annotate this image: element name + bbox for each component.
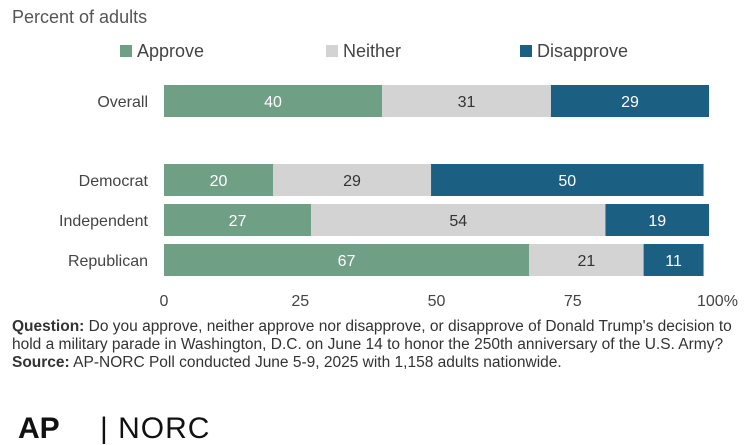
category-label-democrat: Democrat [79,173,149,190]
data-label-independent-approve: 27 [229,213,247,230]
x-tick-label: 0 [160,293,169,310]
chart-legend: Approve Neither Disapprove [120,41,628,61]
bar-area: 40 31 29 20 29 50 27 54 19 67 21 11 [164,85,709,276]
bar-overall-neither [382,85,551,117]
category-label-republican: Republican [68,253,148,270]
category-labels: Overall Democrat Independent Republican [59,94,149,270]
norc-logo: | NORC [100,412,211,445]
x-tick-label: 50 [428,293,446,310]
data-label-democrat-neither: 29 [343,173,361,190]
data-label-independent-disapprove: 19 [648,213,666,230]
bar-republican-neither [529,244,644,276]
bar-republican-approve [164,244,530,276]
bar-democrat-neither [273,164,432,196]
category-label-overall: Overall [97,94,148,111]
data-label-overall-neither: 31 [458,94,476,111]
data-label-republican-neither: 21 [577,253,595,270]
bar-overall-disapprove [550,85,709,117]
bar-independent-approve [164,204,312,236]
data-label-republican-disapprove: 11 [665,253,682,270]
legend-swatch-approve [120,45,132,57]
x-tick-label: 100% [697,293,738,310]
chart-notes: Question: Do you approve, neither approv… [12,318,737,372]
source-text: AP-NORC Poll conducted June 5-9, 2025 wi… [69,354,562,371]
data-label-overall-disapprove: 29 [621,94,639,111]
legend-swatch-neither [326,45,338,57]
bar-independent-neither [311,204,606,236]
x-axis: 0 25 50 75 100% [160,293,738,310]
legend-label-disapprove: Disapprove [537,41,628,61]
data-label-republican-approve: 67 [338,253,356,270]
source-note: Source: AP-NORC Poll conducted June 5-9,… [12,354,737,372]
question-label: Question: [12,318,85,335]
bar-overall-approve [164,85,382,117]
bar-democrat-disapprove [431,164,704,196]
data-label-democrat-disapprove: 50 [558,173,576,190]
ap-logo: AP [18,412,60,445]
data-label-overall-approve: 40 [264,94,282,111]
category-label-independent: Independent [59,213,149,230]
question-text: Do you approve, neither approve nor disa… [12,318,732,353]
bar-republican-disapprove [643,244,704,276]
x-tick-label: 75 [564,293,582,310]
source-label: Source: [12,354,70,371]
chart: Percent of adults Approve Neither Disappro… [12,7,738,310]
data-label-democrat-approve: 20 [210,173,228,190]
bar-democrat-approve [164,164,273,196]
bar-independent-disapprove [605,204,709,236]
legend-label-neither: Neither [343,41,401,61]
data-label-independent-neither: 54 [449,213,467,230]
chart-subtitle: Percent of adults [12,7,147,27]
legend-swatch-disapprove [520,45,532,57]
x-tick-label: 25 [291,293,309,310]
question-note: Question: Do you approve, neither approv… [12,318,737,354]
legend-label-approve: Approve [137,41,204,61]
